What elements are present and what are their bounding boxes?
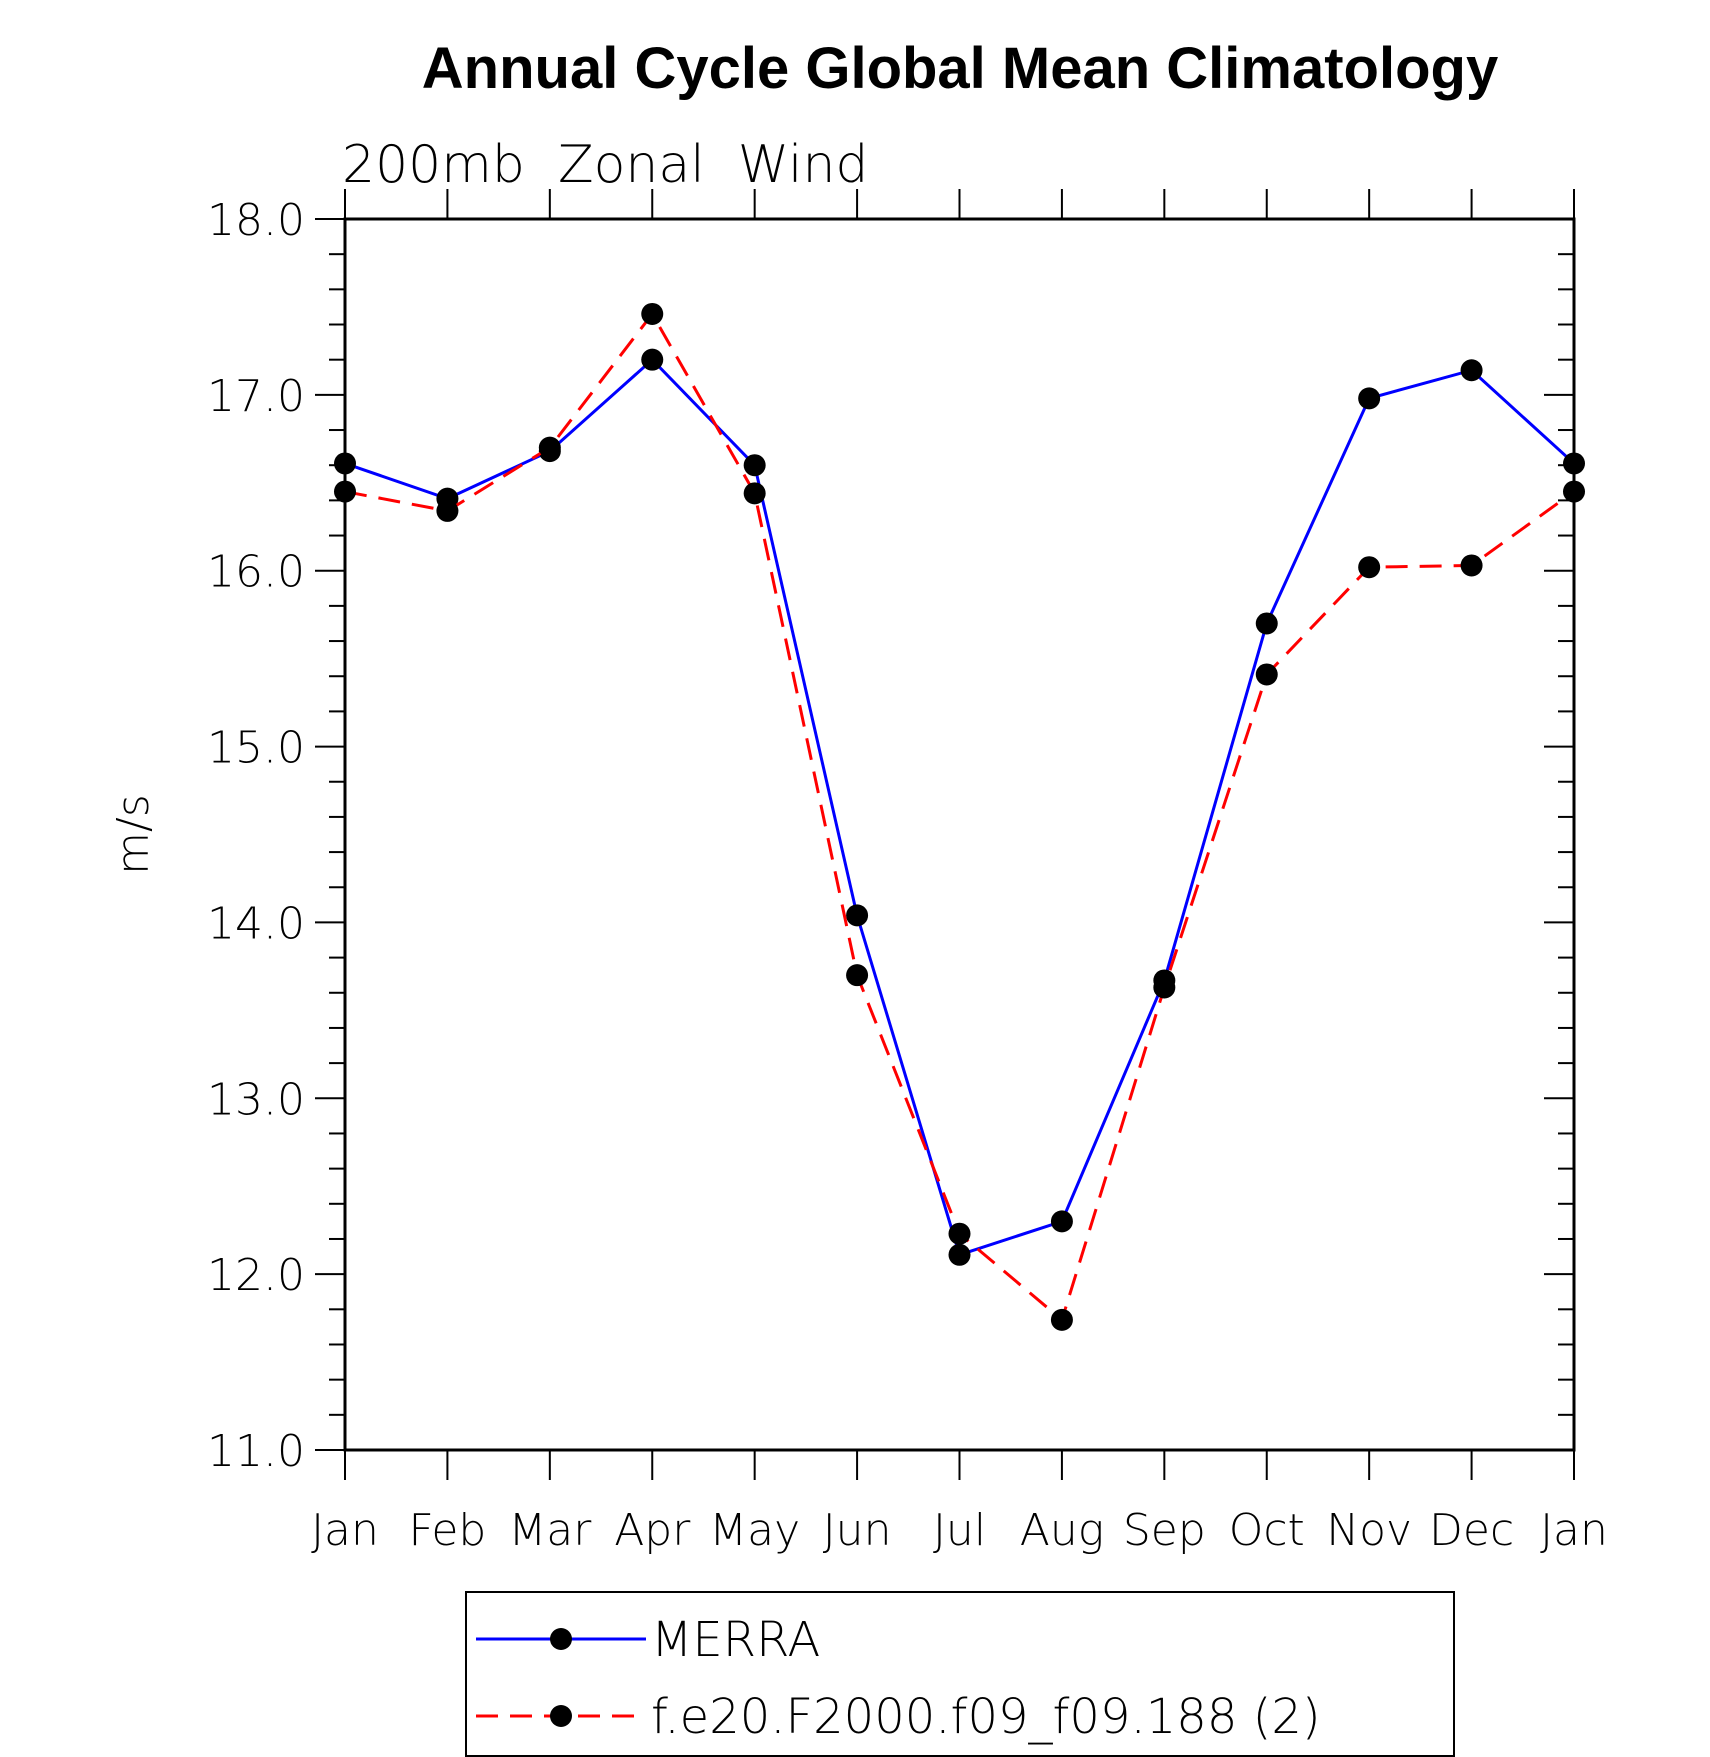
data-point — [1050, 1308, 1073, 1331]
x-axis-ticks: Jan Feb Mar Apr May Jun Jul Aug Sep Oct Nov Dec Jan — [311, 189, 1608, 1556]
y-axis-label: m/s — [108, 794, 159, 875]
data-point — [436, 499, 459, 522]
data-point — [846, 904, 869, 927]
legend-marker — [550, 1705, 572, 1727]
x-tick-label: Jul — [933, 1505, 986, 1556]
data-point — [1460, 359, 1483, 382]
x-tick-label: Dec — [1429, 1505, 1514, 1556]
x-tick-label: Aug — [1020, 1505, 1104, 1556]
x-tick-label: Mar — [508, 1505, 592, 1556]
data-point — [846, 964, 869, 987]
x-tick-label: Feb — [408, 1505, 486, 1556]
chart-title: Annual Cycle Global Mean Climatology — [422, 36, 1498, 101]
data-point — [641, 302, 664, 325]
data-point — [641, 348, 664, 371]
y-tick-label: 13.0 — [207, 1074, 305, 1125]
data-point — [743, 482, 766, 505]
data-point — [1255, 663, 1278, 686]
y-tick-label: 18.0 — [207, 195, 305, 246]
x-tick-label: May — [709, 1505, 800, 1556]
legend-label: f.e20.F2000.f09_f09.188 (2) — [651, 1689, 1321, 1745]
data-point — [334, 480, 356, 503]
data-point — [1460, 554, 1483, 577]
data-point — [1153, 976, 1176, 999]
series-line — [344, 311, 1575, 1323]
data-point — [743, 454, 766, 477]
series-layer — [334, 302, 1585, 1331]
data-point — [1050, 1210, 1073, 1233]
data-point — [538, 436, 561, 459]
legend-label: MERRA — [651, 1612, 820, 1668]
series-line — [344, 357, 1576, 1257]
data-point — [334, 452, 356, 475]
y-tick-label: 14.0 — [207, 898, 305, 949]
x-tick-label: Jan — [1540, 1505, 1608, 1556]
x-tick-label: Nov — [1326, 1505, 1412, 1556]
x-tick-label: Sep — [1123, 1505, 1206, 1556]
y-tick-label: 15.0 — [207, 723, 305, 774]
data-point — [1358, 556, 1381, 579]
data-point — [948, 1222, 971, 1245]
data-point — [1255, 612, 1278, 635]
x-tick-label: Apr — [614, 1505, 691, 1556]
series-2 — [334, 302, 1585, 1331]
x-tick-label: Jun — [823, 1505, 892, 1556]
data-point — [1358, 387, 1381, 410]
y-tick-label: 12.0 — [207, 1250, 305, 1301]
y-tick-label: 16.0 — [207, 547, 305, 598]
x-tick-label: Jan — [311, 1505, 379, 1556]
y-axis-ticks: 11.0 12.0 13.0 14.0 15.0 16.0 17.0 18.0 — [207, 195, 1574, 1477]
legend-marker — [550, 1628, 572, 1650]
chart-subtitle: 200mb Zonal Wind — [342, 135, 868, 195]
x-tick-label: Oct — [1229, 1505, 1305, 1556]
data-point — [1563, 480, 1585, 503]
y-tick-label: 11.0 — [207, 1426, 305, 1477]
y-tick-label: 17.0 — [207, 371, 305, 422]
legend: MERRA f.e20.F2000.f09_f09.188 (2) — [465, 1591, 1455, 1757]
data-point — [948, 1243, 971, 1266]
legend-box — [465, 1591, 1455, 1757]
series-1 — [334, 348, 1585, 1266]
data-point — [1563, 452, 1585, 475]
